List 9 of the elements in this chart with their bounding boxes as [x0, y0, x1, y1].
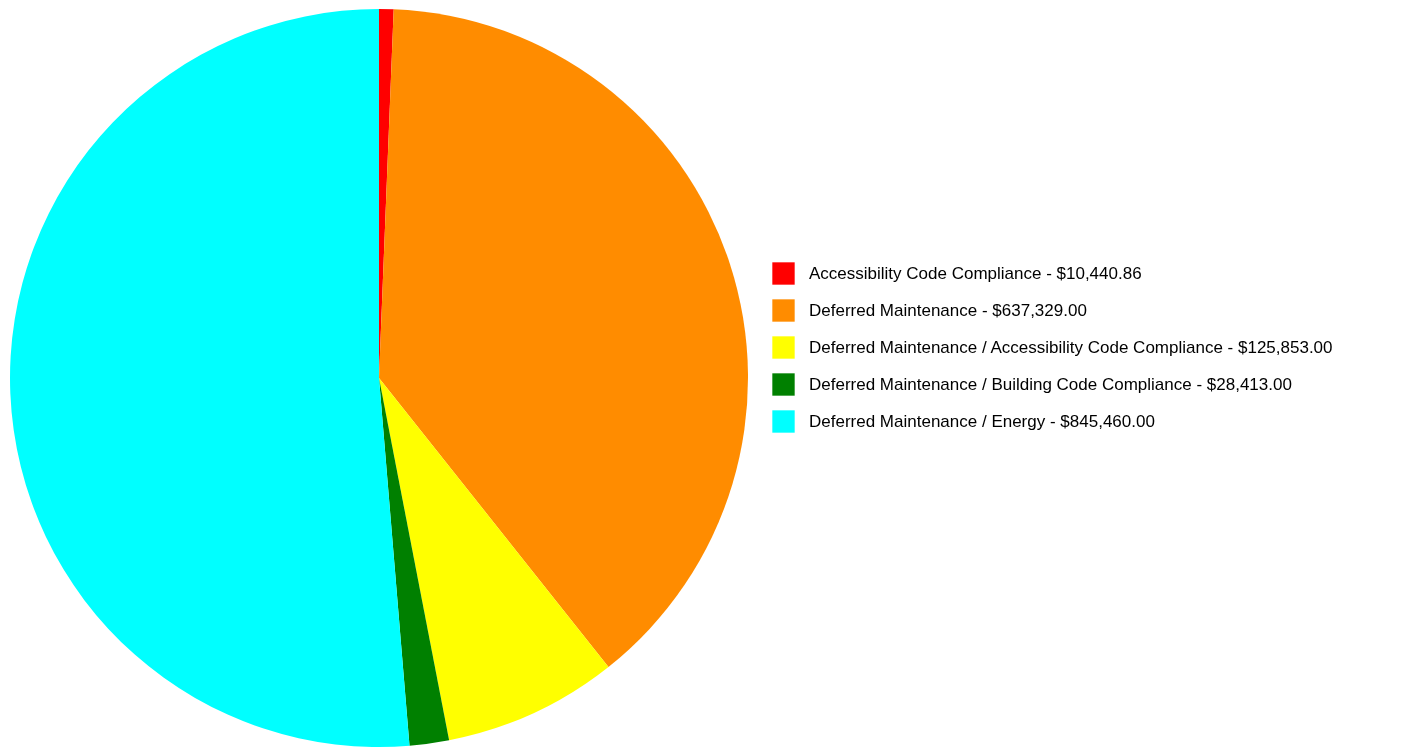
legend-label: Deferred Maintenance / Building Code Compliance - $28,413.00 — [809, 374, 1292, 394]
pie-slice — [10, 9, 410, 747]
legend-label: Deferred Maintenance / Accessibility Code Compliance - $125,853.00 — [809, 337, 1333, 357]
pie-slice — [379, 378, 450, 746]
legend-label: Deferred Maintenance - $637,329.00 — [809, 300, 1087, 320]
legend-label: Accessibility Code Compliance - $10,440.86 — [809, 263, 1142, 283]
pie-slice — [379, 378, 609, 741]
legend-label: Deferred Maintenance / Energy - $845,460.00 — [809, 411, 1155, 431]
pie-slice — [379, 9, 748, 667]
